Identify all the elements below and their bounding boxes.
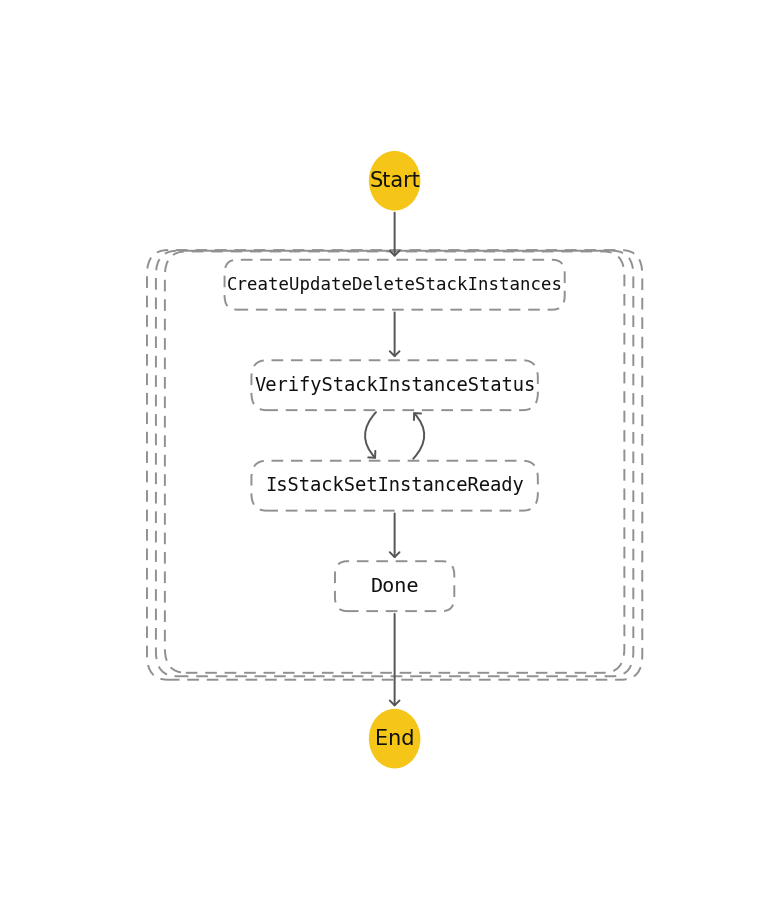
Text: Start: Start [369,171,420,191]
Circle shape [370,709,420,768]
Text: VerifyStackInstanceStatus: VerifyStackInstanceStatus [254,375,535,395]
Text: End: End [375,729,414,749]
FancyBboxPatch shape [251,461,537,510]
FancyBboxPatch shape [225,260,564,310]
Circle shape [370,152,420,210]
Text: IsStackSetInstanceReady: IsStackSetInstanceReady [265,476,524,495]
Text: Done: Done [370,577,419,596]
FancyBboxPatch shape [251,360,537,410]
FancyBboxPatch shape [335,562,454,611]
Text: CreateUpdateDeleteStackInstances: CreateUpdateDeleteStackInstances [226,275,563,293]
